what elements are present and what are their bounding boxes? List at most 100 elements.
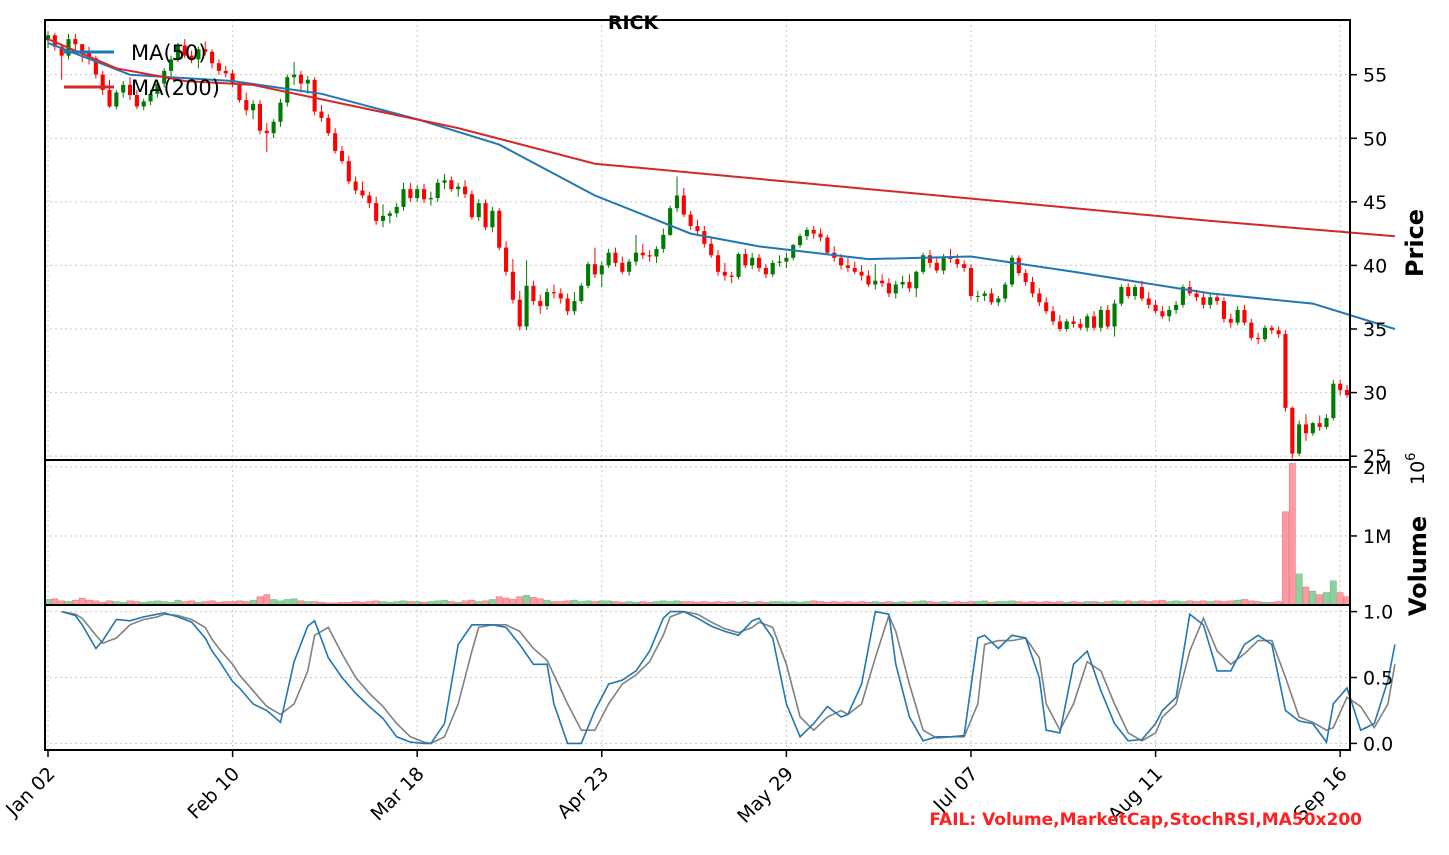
candle-body	[934, 262, 939, 271]
candle-body	[1228, 318, 1233, 323]
candle-body	[114, 92, 119, 107]
candle-body	[148, 93, 153, 102]
candle-body	[346, 161, 351, 182]
candle-body	[1221, 301, 1226, 319]
candle-body	[1050, 311, 1056, 322]
volume-bar	[523, 595, 530, 606]
status-annotation: FAIL: Volume,MarketCap,StochRSI,MA50x200	[929, 810, 1362, 830]
candle-body	[1331, 383, 1336, 419]
x-tick-label: Apr 23	[553, 763, 613, 823]
candle-body	[715, 255, 721, 272]
price-y-tick-label: 35	[1363, 319, 1387, 341]
volume-y-tick-label: 1M	[1363, 526, 1391, 548]
candle-body	[456, 186, 461, 190]
candle-body	[1146, 298, 1151, 305]
candle-body	[285, 77, 290, 103]
candle-body	[859, 271, 864, 276]
volume-bar	[1329, 580, 1337, 606]
candle-body	[1338, 383, 1343, 391]
candle-body	[1256, 337, 1261, 340]
candle-body	[1174, 304, 1179, 310]
candle-body	[750, 257, 755, 266]
volume-bars	[44, 463, 1351, 606]
candle-body	[996, 298, 1001, 303]
candle-body	[880, 280, 885, 284]
volume-bar	[1288, 463, 1296, 606]
candle-body	[134, 95, 139, 107]
volume-bar	[1282, 511, 1289, 606]
candle-body	[989, 293, 994, 303]
candle-body	[613, 252, 618, 263]
x-tick-label: Feb 10	[183, 763, 244, 824]
candle-body	[435, 182, 440, 199]
candle-body	[73, 39, 78, 45]
candle-body	[627, 261, 632, 272]
candle-body	[962, 264, 967, 268]
candle-body	[681, 195, 686, 215]
candle-body	[743, 253, 748, 266]
candle-body	[1160, 311, 1165, 317]
candle-body	[394, 206, 399, 214]
candle-body	[592, 264, 597, 275]
stochrsi-k-line	[61, 610, 1396, 745]
candle-body	[1242, 309, 1247, 323]
stochrsi-y-tick-label: 1.0	[1363, 602, 1393, 624]
candle-body	[203, 49, 208, 52]
candle-body	[1057, 321, 1062, 330]
candle-body	[1303, 424, 1309, 434]
candle-body	[497, 210, 502, 248]
candle-body	[551, 292, 556, 294]
candle-body	[387, 213, 392, 216]
volume-bar	[530, 597, 537, 606]
candle-body	[476, 203, 481, 218]
candle-body	[1023, 273, 1028, 282]
candle-body	[257, 103, 262, 131]
candle-body	[839, 257, 844, 266]
candle-body	[326, 117, 331, 134]
x-tick-label: May 29	[733, 763, 798, 828]
candle-body	[791, 245, 796, 258]
x-tick-label: Jan 02	[1, 763, 59, 821]
candle-body	[100, 74, 105, 90]
candle-body	[1085, 316, 1090, 328]
candle-body	[661, 234, 666, 249]
candle-body	[1180, 287, 1185, 305]
candle-body	[490, 210, 495, 228]
volume-y-tick-label: 2M	[1363, 457, 1391, 479]
candle-body	[469, 194, 474, 218]
candle-body	[360, 190, 365, 196]
candle-body	[1208, 297, 1213, 305]
price-y-tick-label: 40	[1363, 255, 1387, 277]
candle-body	[428, 198, 433, 200]
candle-body	[674, 195, 680, 209]
candle-body	[729, 275, 734, 277]
price-y-tick-label: 55	[1363, 65, 1387, 87]
candle-body	[312, 79, 317, 112]
candlesticks	[45, 31, 1350, 459]
volume-bar	[502, 597, 510, 606]
candle-body	[339, 150, 345, 162]
candle-body	[784, 257, 789, 262]
ma200-line	[47, 38, 1395, 238]
candle-body	[818, 233, 823, 238]
candle-body	[777, 261, 782, 263]
candle-body	[1324, 418, 1329, 427]
candle-body	[1098, 309, 1103, 328]
candle-body	[572, 301, 577, 312]
candle-body	[1290, 407, 1295, 454]
candle-body	[319, 111, 324, 118]
candle-body	[1276, 330, 1281, 335]
candle-body	[702, 231, 707, 244]
volume-bar	[1309, 590, 1317, 606]
candle-body	[893, 284, 898, 294]
candle-body	[565, 298, 570, 312]
candle-body	[633, 252, 639, 262]
price-y-tick-label: 50	[1363, 128, 1387, 150]
candle-body	[374, 203, 379, 221]
candle-body	[141, 101, 146, 107]
candle-body	[1167, 309, 1172, 317]
legend: MA(50) MA(200)	[64, 41, 220, 100]
candle-body	[900, 281, 905, 285]
stochrsi-y-tick-label: 0.0	[1363, 733, 1393, 755]
candle-body	[845, 265, 850, 268]
